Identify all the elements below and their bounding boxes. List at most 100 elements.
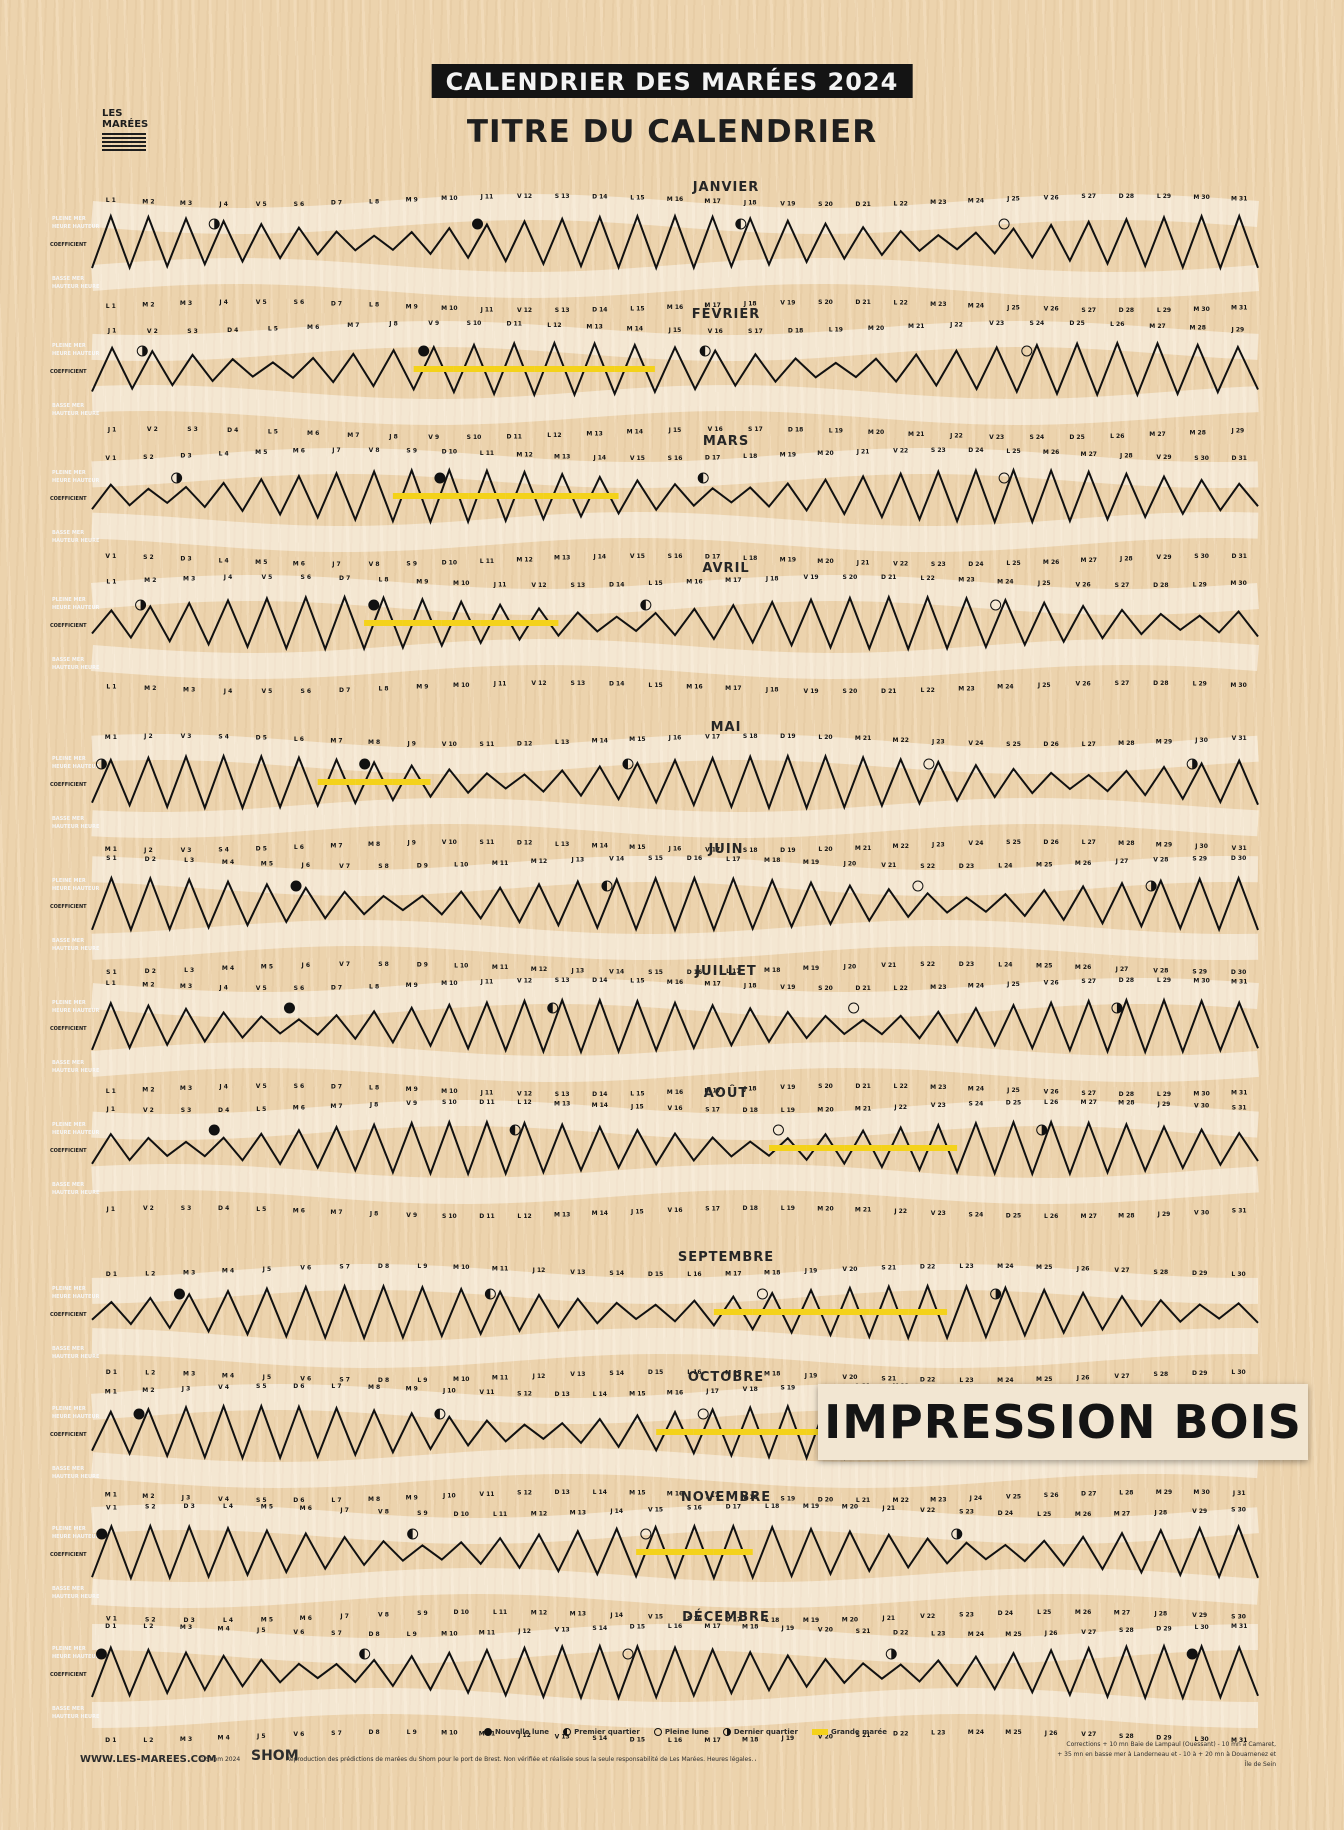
low-tide-band	[91, 1164, 1259, 1204]
day-label-bottom: S 24	[969, 1211, 984, 1218]
day-label-top: D 22	[920, 1263, 935, 1270]
day-label-bottom: L 5	[256, 1206, 266, 1213]
day-label-top: J 14	[609, 1508, 623, 1515]
day-label-bottom: L 11	[480, 558, 494, 565]
day-label-top: V 12	[531, 582, 546, 589]
day-label-top: M 16	[686, 579, 702, 586]
day-label-bottom: D 28	[1153, 680, 1168, 687]
day-label-bottom: M 25	[1036, 1376, 1052, 1383]
day-label-bottom: M 4	[218, 1734, 230, 1741]
day-label-top: L 7	[331, 1383, 341, 1390]
day-label-bottom: D 25	[1069, 434, 1084, 441]
full-moon-icon	[697, 1408, 709, 1420]
coefficient-label: COEFFICIENT	[50, 1148, 87, 1154]
tide-zigzag	[91, 340, 1259, 398]
day-label-top: J 28	[1119, 453, 1133, 460]
day-label-top: M 12	[531, 858, 547, 865]
day-label-bottom: M 2	[142, 301, 154, 308]
month-name: MAI	[710, 720, 742, 735]
day-label-bottom: M 7	[330, 1209, 342, 1216]
day-label-top: J 27	[1115, 858, 1129, 865]
grande-maree-marker	[441, 620, 481, 626]
day-label-bottom: S 10	[467, 434, 482, 441]
tide-zigzag	[91, 875, 1259, 933]
first-quarter-fill	[640, 600, 646, 610]
high-tide-label: PLEINE MER	[52, 878, 86, 884]
day-label-top: S 11	[480, 741, 495, 748]
high-tide-columns-label: HEURE HAUTEUR	[52, 224, 100, 230]
day-label-top: M 5	[255, 449, 267, 456]
coefficient-label: COEFFICIENT	[50, 496, 87, 502]
high-tide-columns-label: HEURE HAUTEUR	[52, 1130, 100, 1136]
day-label-top: D 4	[227, 327, 238, 334]
new-moon-icon	[434, 472, 446, 484]
day-label-top: V 7	[339, 863, 350, 870]
low-tide-label: BASSE MER	[52, 1060, 84, 1066]
day-label-top: D 24	[968, 447, 983, 454]
day-label-top: D 24	[998, 1510, 1013, 1517]
day-label-top: D 26	[1043, 741, 1058, 748]
day-label-bottom: V 2	[143, 1205, 154, 1212]
day-label-bottom: J 2	[143, 847, 153, 854]
day-label-bottom: M 2	[144, 685, 156, 692]
day-label-top: V 22	[920, 1507, 935, 1514]
day-label-top: M 10	[441, 1631, 457, 1638]
day-label-top: L 19	[781, 1107, 795, 1114]
day-label-bottom: S 27	[1081, 307, 1096, 314]
new-moon-icon	[359, 758, 371, 770]
day-label-bottom: V 23	[931, 1210, 946, 1217]
day-label-bottom: S 2	[145, 1617, 156, 1624]
day-label-top: M 10	[441, 980, 457, 987]
high-tide-label: PLEINE MER	[52, 216, 86, 222]
day-label-bottom: J 25	[1037, 682, 1051, 689]
day-label-bottom: D 10	[454, 1609, 469, 1616]
day-label-top: S 28	[1119, 1627, 1134, 1634]
first-quarter-fill	[698, 473, 704, 483]
day-label-bottom: J 5	[256, 1733, 266, 1740]
day-label-bottom: L 12	[517, 1213, 531, 1220]
low-tide-columns-label: HAUTEUR HEURE	[52, 946, 100, 952]
day-label-bottom: M 2	[142, 1493, 154, 1500]
day-label-bottom: V 7	[339, 961, 350, 968]
day-label-bottom: J 22	[949, 433, 963, 440]
day-label-bottom: L 24	[998, 961, 1012, 968]
day-label-bottom: D 7	[339, 687, 350, 694]
day-label-top: M 24	[968, 983, 984, 990]
day-label-top: V 22	[893, 447, 908, 454]
day-label-bottom: V 5	[256, 299, 267, 306]
day-label-bottom: J 11	[480, 1089, 494, 1096]
grande-maree-marker	[480, 620, 520, 626]
day-label-top: J 17	[705, 1388, 719, 1395]
day-label-bottom: S 20	[818, 299, 833, 306]
day-label-top: D 9	[417, 863, 428, 870]
high-tide-columns-label: HEURE HAUTEUR	[52, 1294, 100, 1300]
tide-zigzag	[91, 467, 1259, 525]
day-label-top: M 10	[441, 195, 457, 202]
day-label-top: L 30	[1231, 1271, 1245, 1278]
day-label-bottom: V 1	[105, 553, 116, 560]
low-tide-label: BASSE MER	[52, 938, 84, 944]
day-label-bottom: S 1	[106, 969, 117, 976]
day-label-top: D 1	[105, 1623, 116, 1630]
low-tide-columns-label: HAUTEUR HEURE	[52, 411, 100, 417]
day-label-top: J 15	[668, 327, 682, 334]
day-label-bottom: L 29	[1157, 1091, 1171, 1098]
day-label-top: M 30	[1193, 194, 1209, 201]
tide-curves: PLEINE MER HEURE HAUTEUR COEFFICIENT BASSE …	[50, 193, 1259, 1744]
grande-maree-marker	[806, 1145, 845, 1151]
day-label-top: D 21	[855, 201, 870, 208]
day-label-top: D 1	[106, 1271, 117, 1278]
day-label-top: M 9	[406, 1386, 418, 1393]
day-label-top: L 18	[765, 1503, 779, 1510]
day-label-top: V 5	[256, 985, 267, 992]
day-label-bottom: J 29	[1231, 428, 1245, 435]
high-tide-columns-label: HEURE HAUTEUR	[52, 1414, 100, 1420]
high-tide-band	[91, 1623, 1259, 1664]
high-tide-band	[91, 1264, 1259, 1304]
grande-maree-marker	[543, 493, 581, 499]
new-moon-icon	[283, 1002, 295, 1014]
low-tide-columns-label: HAUTEUR HEURE	[52, 1594, 100, 1600]
day-label-top: D 17	[705, 454, 720, 461]
day-label-bottom: V 13	[570, 1371, 585, 1378]
low-tide-columns-label: HAUTEUR HEURE	[52, 824, 100, 830]
